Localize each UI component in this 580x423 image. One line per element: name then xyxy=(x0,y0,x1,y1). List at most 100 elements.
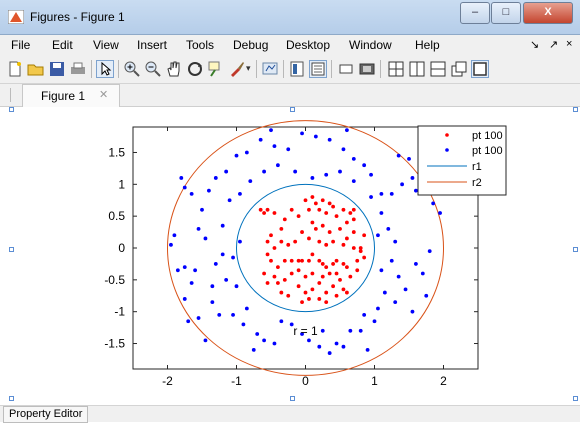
red-point xyxy=(310,252,315,257)
resize-handle[interactable] xyxy=(573,107,578,112)
blue-point xyxy=(376,233,380,238)
close-tab-icon[interactable]: ✕ xyxy=(99,89,109,101)
red-point xyxy=(300,230,304,234)
red-point xyxy=(293,239,298,244)
blue-point xyxy=(300,131,304,136)
dock-icon[interactable]: ↘ xyxy=(530,39,540,51)
close-figure-icon[interactable]: × xyxy=(566,38,573,50)
save-icon[interactable] xyxy=(48,60,66,78)
blue-point xyxy=(262,338,266,343)
tab-figure-1[interactable]: Figure 1 ✕ xyxy=(22,84,120,107)
red-point xyxy=(317,239,322,244)
blue-point xyxy=(365,347,370,352)
menu-view[interactable]: View xyxy=(93,38,119,52)
undock-icon[interactable]: ↗ xyxy=(549,39,559,51)
hide-plot-tools-icon[interactable] xyxy=(337,60,355,78)
menu-insert[interactable]: Insert xyxy=(137,38,168,52)
blue-point xyxy=(179,176,184,180)
blue-point xyxy=(389,191,394,196)
zoom-out-icon[interactable] xyxy=(144,60,162,78)
blue-point xyxy=(269,128,273,133)
x-tick-label: 0 xyxy=(302,374,309,388)
red-point xyxy=(282,217,287,222)
blue-point xyxy=(313,134,318,139)
red-point xyxy=(362,233,367,238)
legend-icon[interactable] xyxy=(309,60,327,78)
red-point xyxy=(317,207,322,212)
red-point xyxy=(310,287,315,292)
red-point xyxy=(351,246,356,250)
x-tick-label: -1 xyxy=(231,374,242,388)
legend[interactable]: pt 100 pt 100 r1 r2 xyxy=(417,125,507,196)
select-pointer-icon[interactable] xyxy=(96,60,114,78)
resize-handle[interactable] xyxy=(573,247,578,252)
x-tick-label: -2 xyxy=(162,374,173,388)
blue-point xyxy=(396,274,401,279)
red-point xyxy=(272,246,277,250)
red-point xyxy=(341,287,346,292)
red-point xyxy=(272,274,277,279)
menu-file[interactable]: File xyxy=(11,38,31,52)
blue-point xyxy=(358,328,363,333)
blue-point xyxy=(300,332,304,336)
menu-window[interactable]: Window xyxy=(349,38,392,52)
red-point xyxy=(262,211,266,215)
red-point xyxy=(303,198,308,203)
minimize-button[interactable]: – xyxy=(460,2,490,24)
blue-point xyxy=(244,150,249,155)
left-right-layout-icon[interactable] xyxy=(408,60,426,78)
show-plot-tools-icon[interactable] xyxy=(358,60,376,78)
red-point xyxy=(345,236,349,241)
maximize-button[interactable]: □ xyxy=(491,2,521,24)
blue-point xyxy=(341,147,346,152)
red-point xyxy=(300,258,304,263)
property-editor-tab[interactable]: Property Editor xyxy=(3,406,89,423)
pan-hand-icon[interactable] xyxy=(165,60,183,78)
menu-debug[interactable]: Debug xyxy=(233,38,269,52)
red-point xyxy=(331,284,335,289)
zoom-in-icon[interactable] xyxy=(123,60,141,78)
open-file-icon[interactable] xyxy=(27,60,45,78)
close-button[interactable]: X xyxy=(523,2,573,24)
colorbar-icon[interactable] xyxy=(288,60,306,78)
red-point xyxy=(317,297,322,301)
annotation-text: r = 1 xyxy=(293,324,318,338)
maximize-layout-icon[interactable] xyxy=(471,60,489,78)
y-tick-label: 0 xyxy=(118,241,125,255)
red-point xyxy=(338,226,342,231)
tile-layout-icon[interactable] xyxy=(387,60,405,78)
menu-desktop[interactable]: Desktop xyxy=(286,38,331,52)
menu-tools[interactable]: Tools xyxy=(186,38,215,52)
resize-handle[interactable] xyxy=(290,107,295,112)
rotate-3d-icon[interactable] xyxy=(186,60,204,78)
blue-point xyxy=(186,319,191,324)
data-cursor-icon[interactable] xyxy=(207,60,225,78)
blue-point xyxy=(207,188,211,193)
resize-handle[interactable] xyxy=(573,396,578,401)
blue-point xyxy=(379,211,384,215)
resize-handle[interactable] xyxy=(9,247,14,252)
blue-point xyxy=(320,328,325,333)
legend-label-r2: r2 xyxy=(472,177,482,189)
top-bottom-layout-icon[interactable] xyxy=(429,60,447,78)
blue-point xyxy=(258,137,263,142)
menu-help[interactable]: Help xyxy=(415,38,440,52)
menu-edit[interactable]: Edit xyxy=(52,38,73,52)
resize-handle[interactable] xyxy=(9,107,14,112)
red-point xyxy=(341,262,346,266)
blue-point xyxy=(393,239,398,244)
scatter-plot[interactable]: -2 -1 0 1 2 -1.5 -1 -0.5 0 0.5 1 1.5 r = 1 pt 100 p… xyxy=(0,107,580,404)
red-point xyxy=(338,277,342,282)
link-plot-icon[interactable] xyxy=(261,60,279,78)
print-icon[interactable] xyxy=(69,60,87,78)
blue-point xyxy=(317,344,322,349)
resize-handle[interactable] xyxy=(290,396,295,401)
blue-point xyxy=(234,284,239,289)
new-figure-icon[interactable] xyxy=(6,60,24,78)
resize-handle[interactable] xyxy=(9,396,14,401)
brush-icon[interactable] xyxy=(228,60,246,78)
float-layout-icon[interactable] xyxy=(450,60,468,78)
legend-label-red: pt 100 xyxy=(472,130,503,142)
brush-dropdown-icon[interactable]: ▾ xyxy=(246,63,251,73)
legend-marker-blue xyxy=(445,148,449,152)
